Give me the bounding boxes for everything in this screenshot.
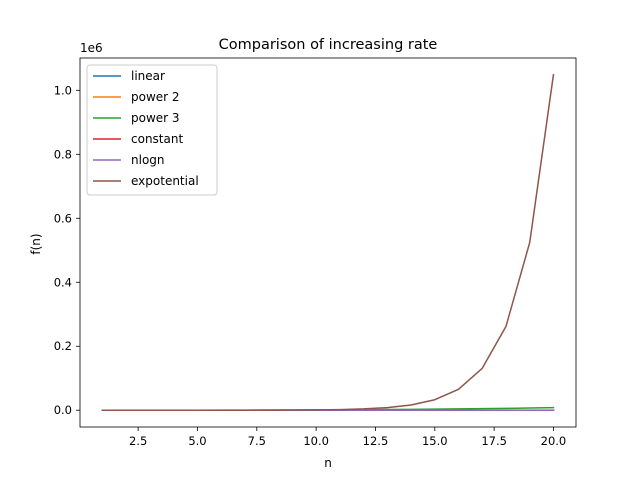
x-tick-label: 10.0 [303, 434, 329, 448]
x-tick-label: 7.5 [248, 434, 266, 448]
y-axis-scale-label: 1e6 [80, 41, 103, 55]
y-tick-label: 0.8 [54, 147, 72, 161]
series-lines [101, 73, 555, 411]
x-axis-ticks: 2.5 5.0 7.5 10.0 12.5 15.0 17.5 20.0 [129, 427, 566, 448]
chart-title: Comparison of increasing rate [219, 37, 438, 53]
x-tick-label: 17.5 [481, 434, 507, 448]
legend-label: power 2 [131, 90, 180, 104]
x-tick-label: 12.5 [363, 434, 389, 448]
legend-label: expotential [131, 174, 199, 188]
series-line-expotential [101, 73, 555, 411]
x-tick-label: 5.0 [188, 434, 206, 448]
y-tick-label: 1.0 [54, 83, 72, 97]
y-axis-ticks: 0.0 0.2 0.4 0.6 0.8 1.0 [54, 83, 80, 417]
y-tick-label: 0.2 [54, 339, 72, 353]
y-axis-label: f(n) [29, 233, 43, 254]
x-tick-label: 2.5 [129, 434, 147, 448]
y-tick-label: 0.6 [54, 211, 72, 225]
y-tick-label: 0.0 [54, 403, 72, 417]
legend: linear power 2 power 3 constant nlogn expoten… [86, 64, 218, 196]
x-tick-label: 15.0 [422, 434, 448, 448]
x-tick-label: 20.0 [541, 434, 567, 448]
legend-label: power 3 [131, 111, 180, 125]
plot-frame [79, 57, 577, 428]
x-axis-label: n [324, 456, 332, 470]
y-tick-label: 0.4 [54, 275, 72, 289]
legend-label: linear [131, 69, 165, 83]
legend-label: constant [131, 132, 183, 146]
legend-label: nlogn [131, 153, 165, 167]
